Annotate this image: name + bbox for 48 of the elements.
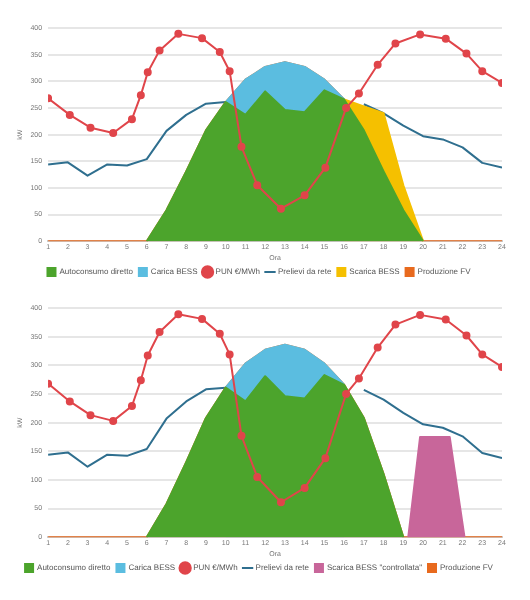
point (143, 351, 152, 360)
point (198, 34, 207, 43)
point (86, 123, 95, 132)
point (276, 498, 285, 507)
point (253, 181, 262, 190)
point (155, 46, 164, 55)
point (462, 49, 471, 58)
point (136, 376, 145, 385)
point (174, 310, 183, 319)
point (65, 110, 74, 119)
point (391, 39, 400, 48)
point (441, 34, 450, 43)
point (478, 67, 487, 76)
point (174, 29, 183, 38)
point (225, 350, 234, 359)
point (127, 115, 136, 124)
point (373, 343, 382, 352)
point (143, 68, 152, 77)
point (198, 314, 207, 323)
point (276, 204, 285, 213)
point (354, 374, 363, 383)
point (462, 331, 471, 340)
point (65, 397, 74, 406)
point (441, 315, 450, 324)
point (127, 401, 136, 410)
point (136, 91, 145, 100)
point (155, 328, 164, 337)
point (109, 416, 118, 425)
point (321, 454, 330, 463)
point (215, 329, 224, 338)
point (253, 473, 262, 482)
point (300, 483, 309, 492)
point (416, 310, 425, 319)
point (478, 350, 487, 359)
point (237, 142, 246, 151)
point (225, 67, 234, 76)
point (342, 103, 351, 112)
point (86, 411, 95, 420)
point (391, 320, 400, 329)
point (321, 163, 330, 172)
point (300, 191, 309, 200)
point (342, 389, 351, 398)
point (373, 60, 382, 69)
point (109, 129, 118, 137)
point (416, 30, 425, 39)
point (237, 431, 246, 440)
point (354, 89, 363, 98)
point (215, 47, 224, 56)
